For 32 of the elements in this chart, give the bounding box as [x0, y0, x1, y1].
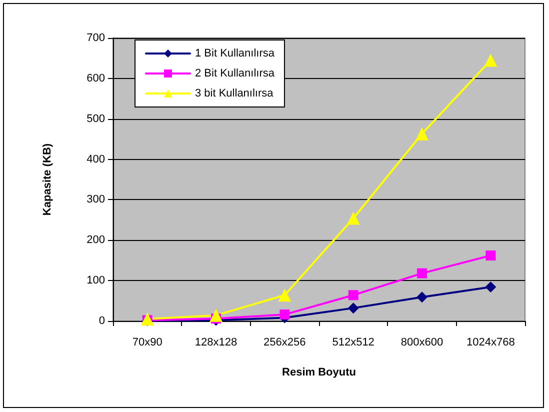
point: [417, 268, 427, 278]
y-tick-label: 700: [86, 32, 105, 44]
y-tick-label: 400: [86, 153, 105, 166]
point: [346, 212, 360, 225]
point: [416, 127, 428, 140]
x-tick-label: 800x600: [400, 336, 444, 348]
y-tick-label: 200: [86, 234, 105, 246]
x-tick-label: 128x128: [194, 336, 238, 348]
point: [484, 54, 498, 67]
y-tick-label: 600: [86, 72, 105, 84]
point: [348, 302, 359, 314]
point: [140, 312, 154, 326]
x-tick-label: 256x256: [264, 336, 306, 348]
point: [485, 282, 496, 293]
legend-label: 1 Bit Kullanılırsa: [195, 48, 276, 60]
point: [278, 288, 292, 302]
y-tick-label: 100: [86, 274, 105, 287]
legend-label: 2 Bit Kullanılırsa: [195, 68, 276, 80]
point: [280, 310, 290, 320]
y-axis-title: Kapasite (KB): [42, 143, 54, 216]
x-tick-label: 1024x768: [466, 336, 515, 348]
x-tick-label: 70x90: [132, 336, 162, 348]
y-tick-label: 300: [86, 194, 105, 206]
y-tick-label: 500: [86, 112, 105, 125]
x-axis-title: Resim Boyutu: [282, 366, 356, 378]
x-tick-label: 512x512: [332, 336, 374, 348]
point: [416, 292, 428, 303]
y-tick-label: 0: [98, 315, 105, 327]
legend-label: 3 bit Kullanılırsa: [195, 88, 274, 100]
point: [486, 250, 496, 261]
point: [210, 308, 222, 322]
point: [348, 290, 358, 300]
